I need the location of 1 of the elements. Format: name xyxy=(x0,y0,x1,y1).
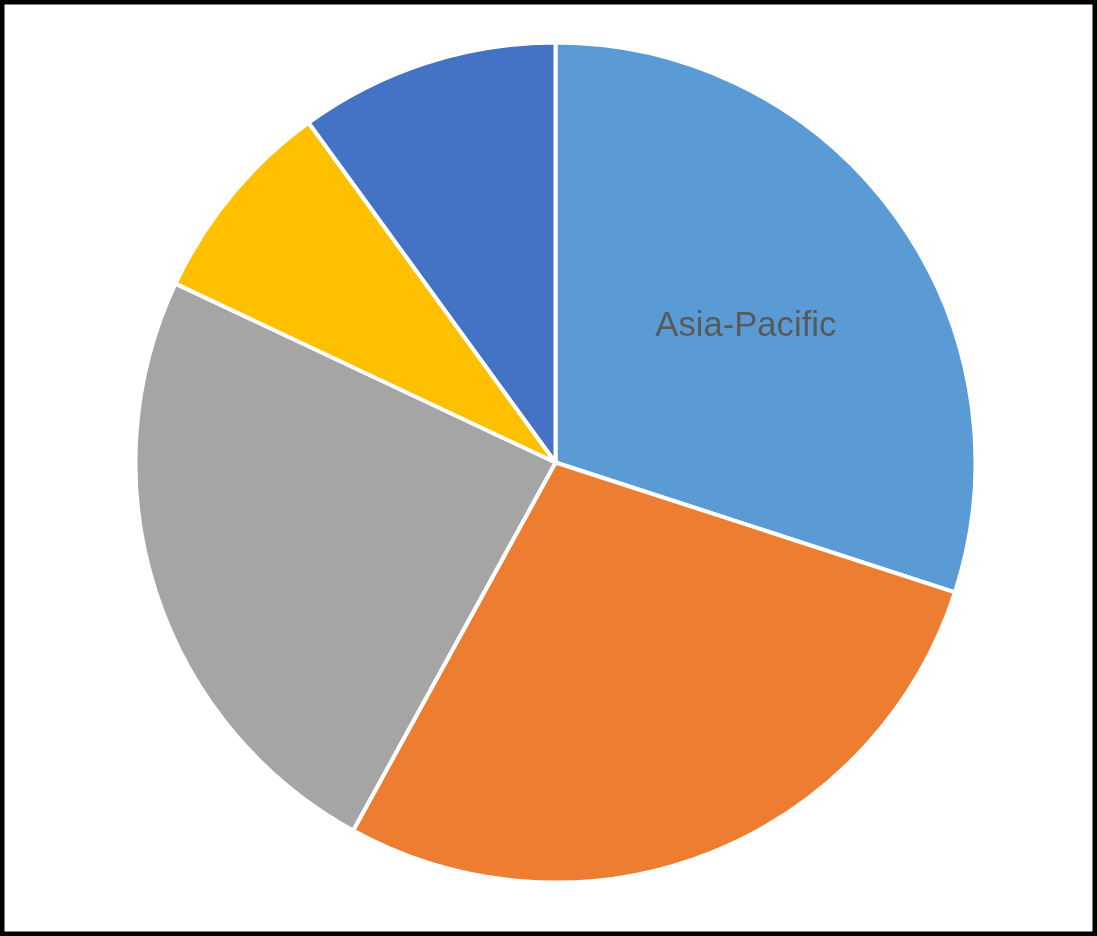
slice-label: Asia-Pacific xyxy=(655,305,837,344)
